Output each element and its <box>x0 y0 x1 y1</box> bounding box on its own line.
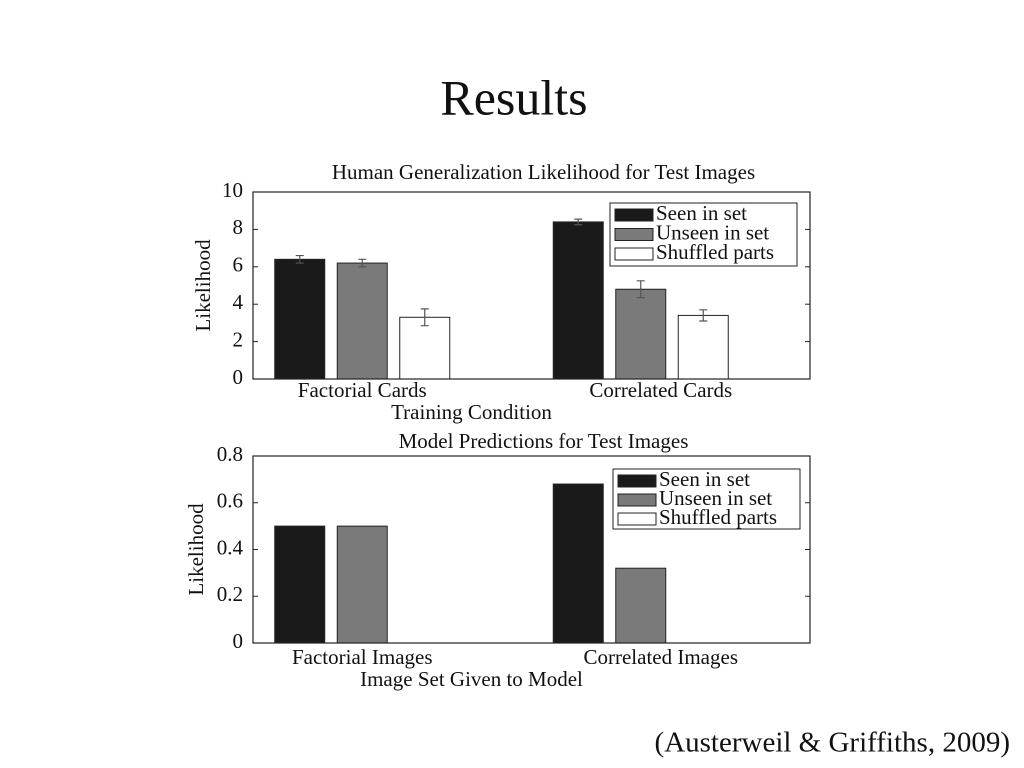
x-axis-label: Training Condition <box>391 400 552 424</box>
y-tick-label: 4 <box>233 290 244 314</box>
error-bar <box>699 309 708 322</box>
chart-title: Human Generalization Likelihood for Test… <box>332 160 755 184</box>
slide-title: Results <box>440 69 587 125</box>
bar <box>552 483 604 644</box>
x-tick-label: Correlated Images <box>583 645 738 669</box>
y-axis-label: Likelihood <box>184 503 208 596</box>
x-axis-label: Image Set Given to Model <box>360 667 583 691</box>
chart-title: Model Predictions for Test Images <box>399 429 689 453</box>
plot-frame <box>252 455 811 644</box>
x-tick-label: Correlated Cards <box>589 378 732 402</box>
legend-swatch <box>614 247 654 261</box>
plot-frame <box>252 191 811 380</box>
y-tick-label: 10 <box>222 178 243 202</box>
bar <box>336 262 388 380</box>
bar <box>615 567 667 644</box>
y-tick-label: 0.4 <box>217 535 244 559</box>
legend-label: Shuffled parts <box>656 240 774 264</box>
legend-label: Unseen in set <box>659 486 772 510</box>
legend-label: Seen in set <box>659 467 750 491</box>
x-tick-label: Factorial Cards <box>298 378 427 402</box>
y-tick-label: 0.8 <box>217 442 243 466</box>
error-bar <box>295 254 304 264</box>
y-tick-label: 0.6 <box>217 489 243 513</box>
legend-swatch <box>617 493 657 507</box>
x-tick-label: Factorial Images <box>292 645 433 669</box>
bar <box>615 288 667 380</box>
legend-label: Seen in set <box>656 201 747 225</box>
legend-swatch <box>614 208 654 222</box>
error-bar <box>636 280 645 299</box>
bar <box>552 221 604 380</box>
y-tick-label: 6 <box>233 253 244 277</box>
citation: (Austerweil & Griffiths, 2009) <box>655 727 1010 759</box>
legend-swatch <box>617 512 657 526</box>
bar <box>677 314 729 380</box>
y-tick-label: 0.2 <box>217 582 243 606</box>
bar <box>336 525 388 644</box>
legend-label: Unseen in set <box>656 220 769 244</box>
error-bar <box>420 308 429 327</box>
bar <box>274 258 326 380</box>
y-tick-label: 8 <box>233 215 244 239</box>
bar <box>399 316 451 380</box>
y-tick-label: 0 <box>233 365 244 389</box>
legend-label: Shuffled parts <box>659 505 777 529</box>
y-axis-label: Likelihood <box>191 239 215 332</box>
legend-swatch <box>614 228 654 241</box>
bar <box>274 525 326 644</box>
legend-swatch <box>617 474 657 488</box>
y-tick-label: 2 <box>233 327 244 351</box>
error-bar <box>358 258 367 268</box>
y-tick-label: 0 <box>233 629 244 653</box>
error-bar <box>574 218 583 226</box>
